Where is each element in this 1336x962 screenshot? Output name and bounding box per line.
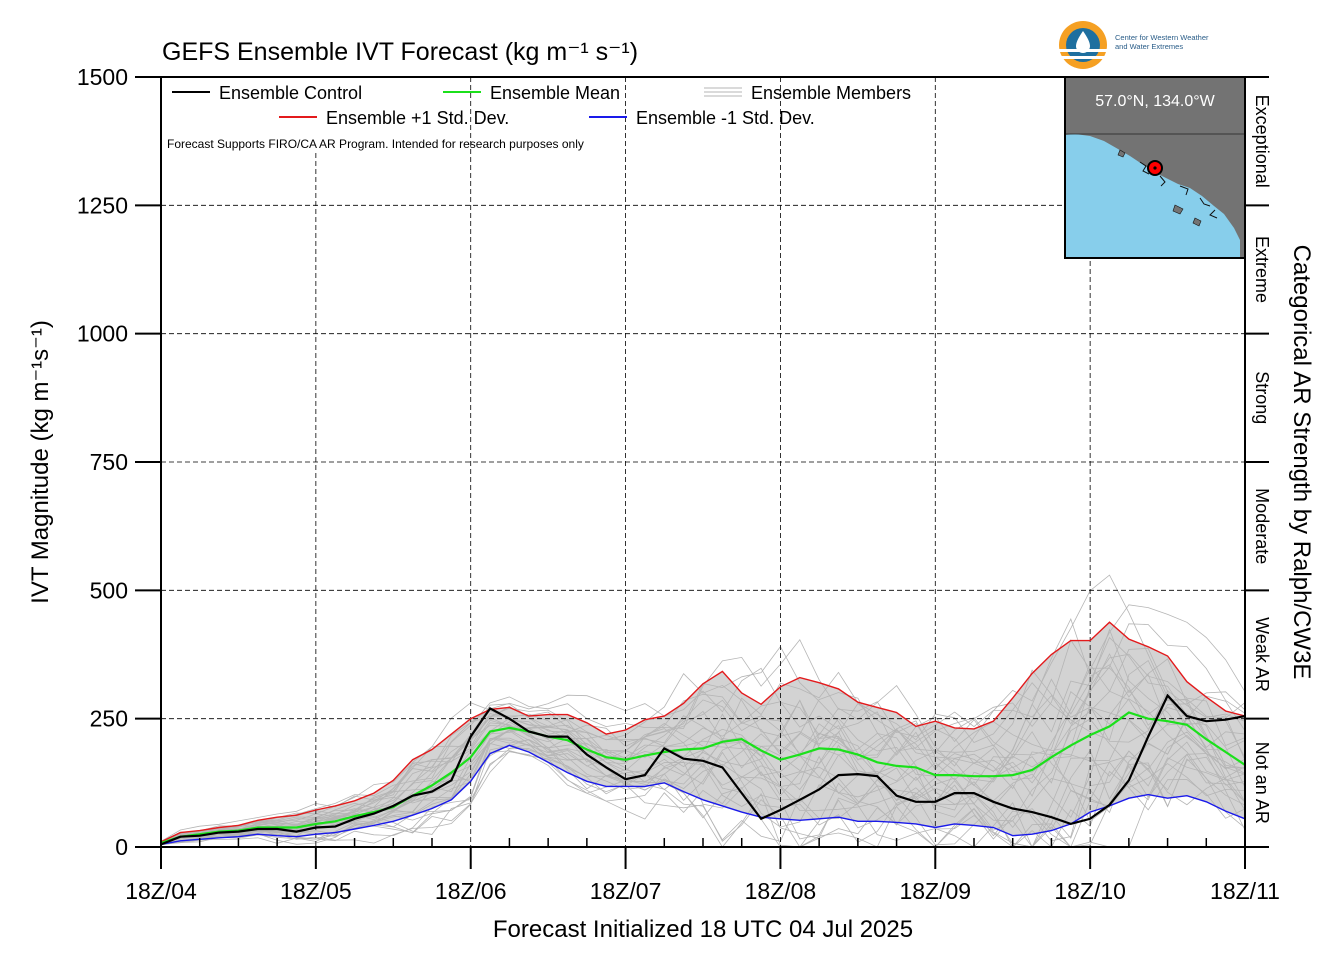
- x-tick-label: 18Z/05: [280, 878, 352, 904]
- ar-categories: Not an AR Weak AR Moderate Strong Extreme Exc…: [1245, 76, 1272, 848]
- logo-text-line-1: Center for Western Weather: [1115, 33, 1209, 42]
- inset-coastline: [1139, 161, 1218, 219]
- legend-label-members: Ensemble Members: [751, 83, 911, 103]
- x-tick-label: 18Z/08: [745, 878, 817, 904]
- legend-label-mean: Ensemble Mean: [490, 83, 620, 103]
- x-tick-label: 18Z/09: [899, 878, 971, 904]
- water-drop-icon: [1076, 31, 1090, 53]
- legend-label-plus-std: Ensemble +1 Std. Dev.: [326, 108, 509, 128]
- ensemble-member-line: [160, 574, 1246, 843]
- category-label: Strong: [1252, 371, 1272, 424]
- right-axis-label: Categorical AR Strength by Ralph/CW3E: [1288, 245, 1315, 680]
- category-label: Moderate: [1252, 488, 1272, 564]
- y-tick-label: 250: [90, 706, 128, 732]
- plus-std-line: [160, 621, 1246, 843]
- minus-std-line: [160, 744, 1246, 846]
- y-tick-label: 0: [115, 834, 128, 860]
- category-label: Exceptional: [1252, 95, 1272, 188]
- y-axis-label: IVT Magnitude (kg m⁻¹s⁻¹): [27, 320, 54, 604]
- ensemble-member-line: [160, 604, 1246, 843]
- ensemble-member-line: [160, 741, 1246, 845]
- x-tick-label: 18Z/07: [590, 878, 662, 904]
- ensemble-member-line: [160, 731, 1246, 848]
- ensemble-member-line: [160, 738, 1246, 848]
- inset-coordinates: 57.0°N, 134.0°W: [1095, 93, 1215, 110]
- x-tick-label: 18Z/10: [1054, 878, 1126, 904]
- y-tick-label: 1250: [77, 192, 128, 218]
- research-note: Forecast Supports FIRO/CA AR Program. In…: [167, 137, 584, 151]
- ensemble-member-line: [160, 691, 1246, 844]
- category-label: Weak AR: [1252, 617, 1272, 692]
- ensemble-members: [160, 574, 1246, 848]
- y-tick-label: 1500: [77, 64, 128, 90]
- logo-wave-2: [1059, 56, 1107, 59]
- ensemble-member-line: [160, 628, 1246, 843]
- logo-text-line-2: and Water Extremes: [1115, 42, 1183, 51]
- legend-label-control: Ensemble Control: [219, 83, 362, 103]
- location-inset-map: 57.0°N, 134.0°W: [1064, 76, 1246, 259]
- inset-islands: [1117, 149, 1202, 227]
- y-tick-label: 1000: [77, 321, 128, 347]
- x-axis-label: Forecast Initialized 18 UTC 04 Jul 2025: [493, 916, 913, 943]
- mean-line: [160, 711, 1246, 844]
- y-tick-label: 500: [90, 577, 128, 603]
- ensemble-member-line: [160, 623, 1246, 843]
- x-tick-label: 18Z/11: [1210, 878, 1280, 904]
- x-tick-label: 18Z/06: [435, 878, 507, 904]
- ensemble-member-line: [160, 741, 1246, 845]
- ensemble-member-line: [160, 617, 1246, 843]
- inset-border: [1064, 76, 1246, 259]
- ensemble-member-line: [160, 663, 1246, 844]
- category-label: Extreme: [1252, 236, 1272, 303]
- ensemble-member-line: [160, 726, 1246, 844]
- legend: Ensemble Control Ensemble Mean Ensemble …: [172, 83, 911, 128]
- ensemble-member-line: [160, 636, 1246, 843]
- control-line: [160, 693, 1246, 846]
- y-tick-label: 750: [90, 449, 128, 475]
- cw3e-logo: Center for Western Weather and Water Ext…: [1059, 21, 1209, 69]
- location-marker-dot: [1153, 166, 1157, 170]
- chart-title: GEFS Ensemble IVT Forecast (kg m⁻¹ s⁻¹): [162, 38, 638, 66]
- x-tick-label: 18Z/04: [125, 878, 197, 904]
- category-label: Not an AR: [1252, 742, 1272, 824]
- legend-label-minus-std: Ensemble -1 Std. Dev.: [636, 108, 815, 128]
- series-lines: [160, 621, 1246, 846]
- grid: [161, 77, 1245, 847]
